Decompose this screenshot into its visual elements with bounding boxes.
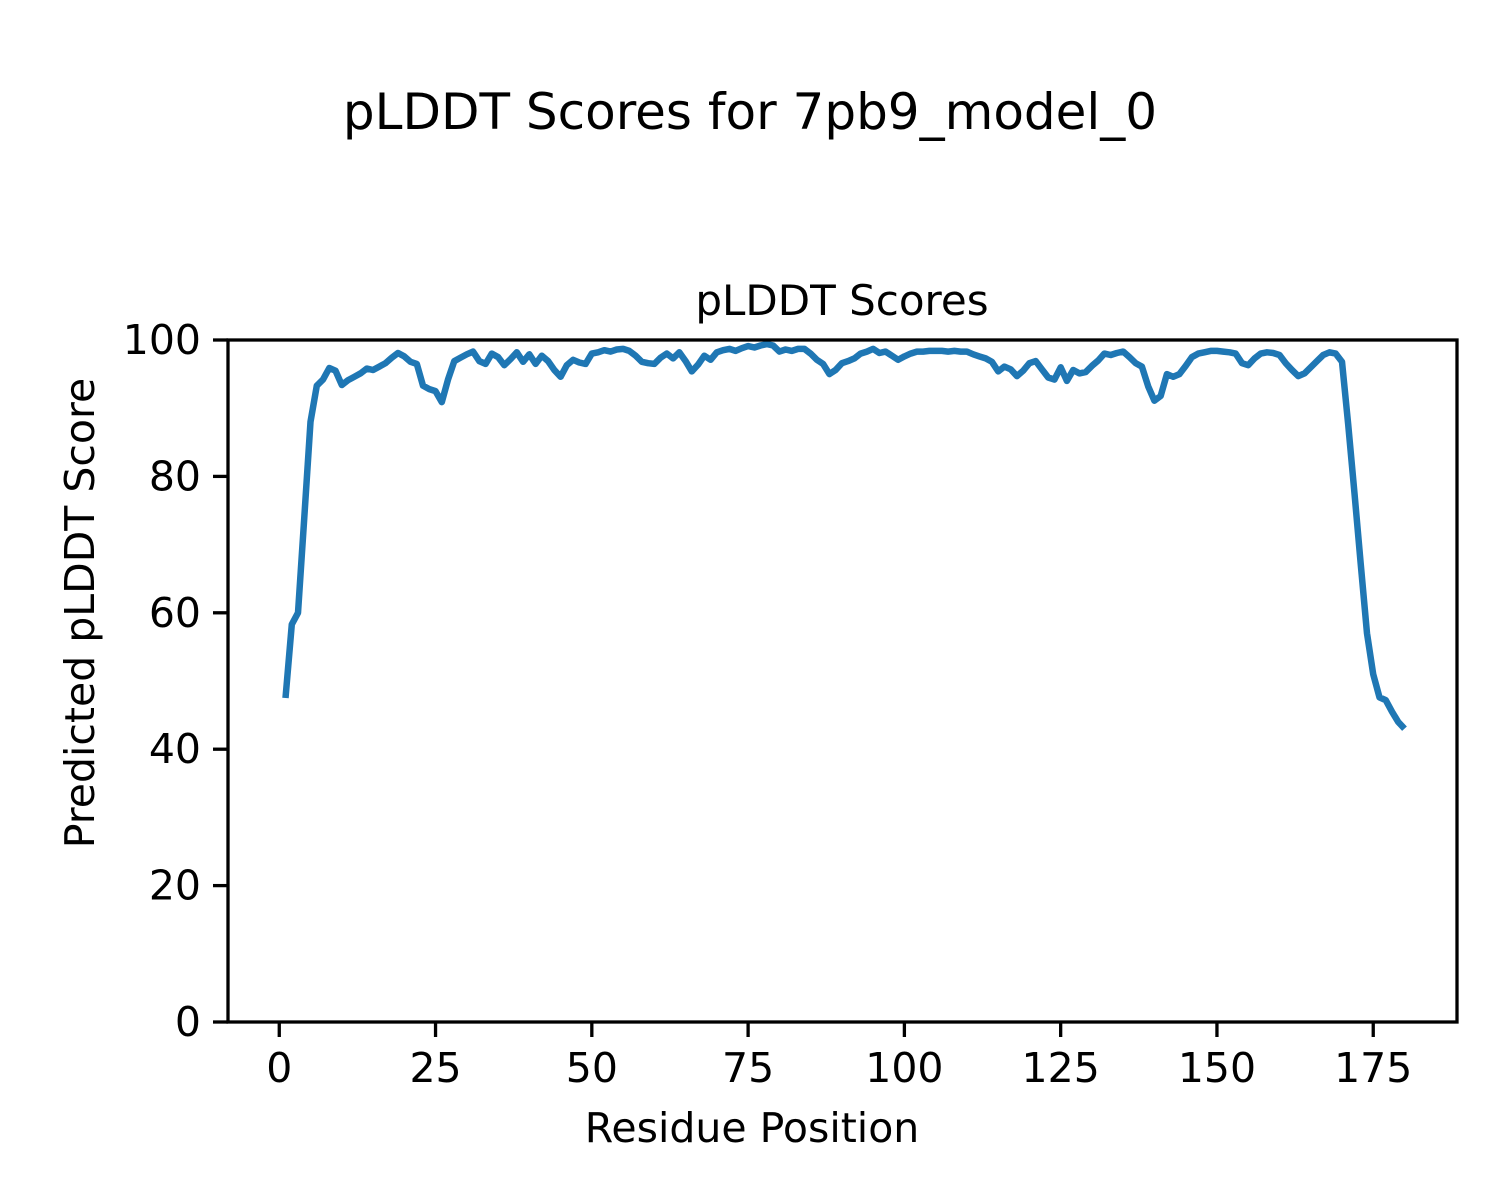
y-tick-label: 100	[123, 316, 201, 364]
x-tick-label: 75	[722, 1044, 774, 1092]
x-tick-label: 100	[865, 1044, 943, 1092]
y-tick-label: 0	[175, 998, 201, 1046]
figure-suptitle: pLDDT Scores for 7pb9_model_0	[342, 83, 1158, 141]
x-tick-label: 125	[1022, 1044, 1100, 1092]
x-tick-label: 0	[266, 1044, 292, 1092]
x-tick-label: 150	[1178, 1044, 1256, 1092]
plddt-line	[282, 340, 1407, 731]
x-axis-label: Residue Position	[584, 1104, 920, 1152]
axes-spines	[226, 338, 1459, 1024]
axes-title: pLDDT Scores	[695, 276, 989, 325]
y-tick-label: 20	[149, 862, 201, 910]
y-tick-label: 60	[149, 589, 201, 637]
x-tick-label: 175	[1334, 1044, 1412, 1092]
y-tick-label: 40	[149, 725, 201, 773]
x-tick-label: 25	[409, 1044, 461, 1092]
y-tick-label: 80	[149, 452, 201, 500]
x-tick-label: 50	[566, 1044, 618, 1092]
